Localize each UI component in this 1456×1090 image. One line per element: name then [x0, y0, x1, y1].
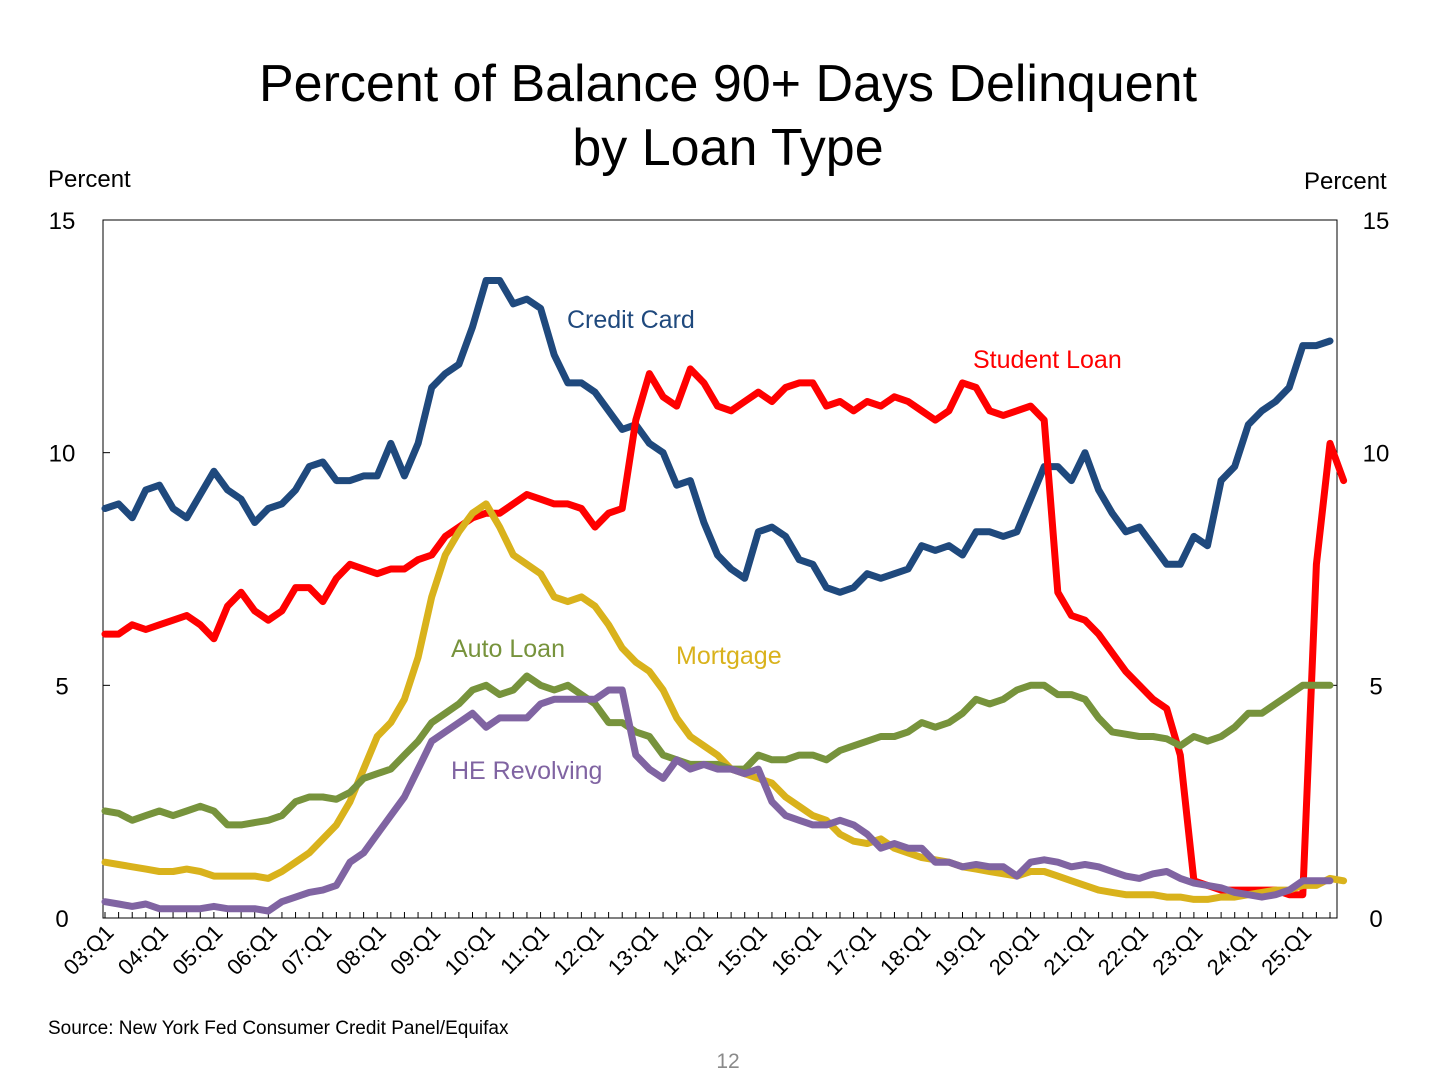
y-tick-label-left: 15	[49, 208, 76, 235]
page-number: 12	[716, 1050, 740, 1073]
series-line-mortgage	[101, 500, 1348, 903]
y-tick-label-left: 5	[55, 673, 68, 700]
x-tick-label: 21:Q1	[1038, 920, 1098, 980]
chart-title-line-2: by Loan Type	[572, 119, 884, 177]
chart-title: Percent of Balance 90+ Days Delinquent b…	[0, 52, 1456, 180]
y-tick-label-left: 10	[49, 441, 76, 468]
x-tick-label: 06:Q1	[222, 920, 282, 980]
x-tick-label: 11:Q1	[495, 920, 554, 979]
plot-frame	[102, 219, 1338, 919]
series-label-auto-loan: Auto Loan	[451, 635, 565, 663]
x-tick-label: 04:Q1	[113, 920, 173, 980]
series-label-student-loan: Student Loan	[973, 346, 1122, 374]
y-axis-label-right: Percent	[1304, 168, 1387, 195]
x-tick-label: 14:Q1	[657, 920, 717, 980]
series-label-he-revolving: HE Revolving	[451, 757, 602, 785]
x-tick-label: 07:Q1	[276, 920, 336, 980]
x-tick-label: 12:Q1	[548, 920, 608, 980]
chart-title-line-1: Percent of Balance 90+ Days Delinquent	[258, 55, 1198, 113]
y-axis-label-left: Percent	[48, 166, 131, 193]
x-tick-label: 10:Q1	[440, 920, 500, 980]
x-tick-label: 05:Q1	[167, 920, 227, 980]
x-tick-label: 16:Q1	[766, 920, 826, 980]
series-line-credit-card	[101, 277, 1334, 596]
y-tick-label-right: 5	[1369, 673, 1382, 700]
series-line-student-loan	[101, 365, 1348, 899]
x-tick-label: 15:Q1	[712, 920, 772, 980]
series-label-credit-card: Credit Card	[567, 306, 695, 334]
x-tick-label: 18:Q1	[875, 920, 935, 980]
series-line-auto-loan	[101, 672, 1334, 829]
series-line-he-revolving	[101, 686, 1334, 915]
x-tick-label: 24:Q1	[1202, 920, 1262, 980]
x-tick-label: 22:Q1	[1093, 920, 1153, 980]
x-tick-label: 25:Q1	[1256, 920, 1316, 980]
x-tick-label: 17:Q1	[821, 920, 881, 980]
y-tick-label-right: 15	[1363, 208, 1390, 235]
y-tick-label-left: 0	[55, 906, 68, 933]
series-label-mortgage: Mortgage	[676, 642, 782, 670]
source-note: Source: New York Fed Consumer Credit Pan…	[48, 1018, 509, 1039]
x-tick-label: 20:Q1	[984, 920, 1044, 980]
x-tick-label: 13:Q1	[603, 920, 663, 980]
x-tick-label: 23:Q1	[1147, 920, 1207, 980]
y-tick-label-right: 10	[1363, 441, 1390, 468]
x-tick-label: 08:Q1	[331, 920, 391, 980]
x-tick-label: 19:Q1	[930, 920, 990, 980]
y-tick-label-right: 0	[1369, 906, 1382, 933]
x-tick-label: 09:Q1	[385, 920, 445, 980]
